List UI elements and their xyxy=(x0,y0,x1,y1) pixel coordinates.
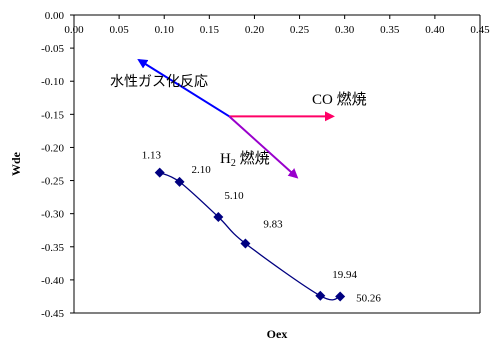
y-tick-label: -0.15 xyxy=(41,109,64,121)
x-tick-label: 0.40 xyxy=(425,24,445,36)
data-point-label: 1.13 xyxy=(142,150,162,162)
data-point-label: 19.94 xyxy=(332,269,357,281)
data-point-marker xyxy=(315,290,326,301)
data-point-marker xyxy=(154,167,165,178)
data-point-marker xyxy=(174,176,185,187)
annotation-h2-tail: 燃焼 xyxy=(236,149,270,167)
y-tick-label: -0.45 xyxy=(41,308,64,320)
annotation-h2-label: H2 燃焼 xyxy=(220,149,270,169)
reaction-arrows: 水性ガス化反応 CO 燃焼 H2 燃焼 xyxy=(110,58,367,179)
y-axis-title: Wde xyxy=(9,151,23,176)
x-tick-label: 0.25 xyxy=(290,24,310,36)
annotation-co-label: CO 燃焼 xyxy=(312,90,367,108)
data-point-label: 2.10 xyxy=(192,164,212,176)
y-tick-label: -0.10 xyxy=(41,76,64,88)
annotation-h2-sub: 2 xyxy=(231,158,236,169)
data-point-marker xyxy=(213,211,224,222)
y-tick-label: -0.20 xyxy=(41,142,64,154)
series-data-labels: 1.13 2.10 5.10 9.83 19.94 50.26 xyxy=(142,150,382,305)
x-axis-title: Oex xyxy=(267,327,288,341)
annotation-h2-main: H xyxy=(220,151,231,167)
x-tick-label: 0.15 xyxy=(200,24,220,36)
y-tick-label: -0.40 xyxy=(41,275,64,287)
y-tick-label: -0.35 xyxy=(41,242,64,254)
x-tick-label: 0.30 xyxy=(335,24,355,36)
y-tick-label: -0.05 xyxy=(41,43,64,55)
y-axis-tick-labels: 0.00 -0.05 -0.10 -0.15 -0.20 -0.25 -0.30 -0.35 -… xyxy=(41,10,64,320)
x-tick-label: 0.10 xyxy=(155,24,175,36)
x-tick-label: 0.35 xyxy=(380,24,400,36)
annotation-water-gas-label: 水性ガス化反応 xyxy=(110,74,208,90)
x-tick-label: 0.20 xyxy=(245,24,265,36)
reaction-arrow xyxy=(228,115,299,179)
x-axis-ticks xyxy=(73,15,481,19)
data-point-label: 9.83 xyxy=(263,218,283,230)
data-point-label: 50.26 xyxy=(356,292,381,304)
reaction-arrow xyxy=(137,58,230,118)
y-axis-ticks xyxy=(70,14,74,314)
y-tick-label: -0.25 xyxy=(41,176,64,188)
data-point-label: 5.10 xyxy=(224,190,244,202)
x-axis-tick-labels: 0.00 0.05 0.10 0.15 0.20 0.25 0.30 0.35 0.40 0.45 xyxy=(64,24,490,36)
series-line xyxy=(159,172,341,301)
data-point-marker xyxy=(335,291,346,302)
x-tick-label: 0.05 xyxy=(109,24,129,36)
y-tick-label: -0.30 xyxy=(41,209,64,221)
y-tick-label: 0.00 xyxy=(45,10,65,22)
data-point-marker xyxy=(240,238,251,249)
series-markers xyxy=(154,167,346,302)
